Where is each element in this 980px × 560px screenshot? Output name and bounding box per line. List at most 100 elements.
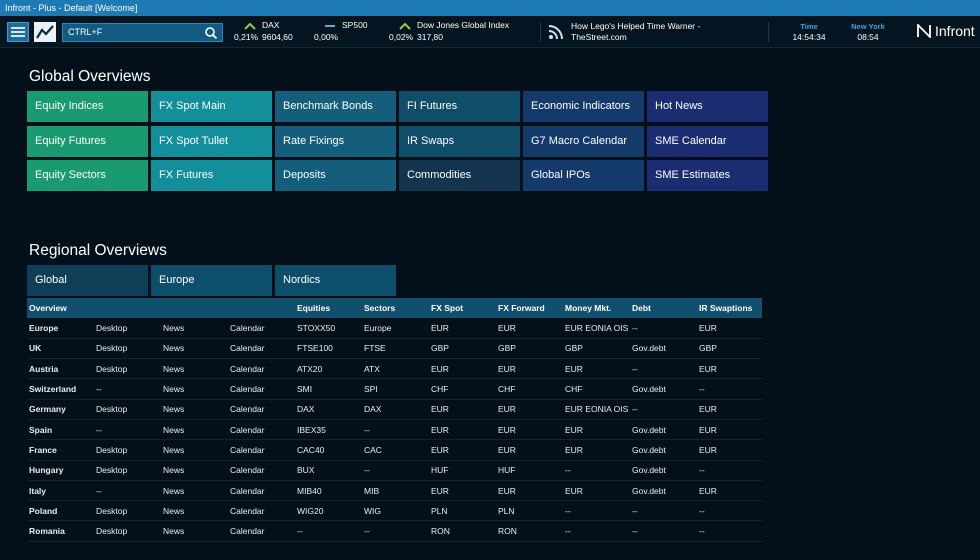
table-cell[interactable]: Desktop [94, 439, 161, 461]
table-cell[interactable]: GBP [697, 338, 762, 360]
table-cell[interactable]: Desktop [94, 318, 161, 339]
chart-button[interactable] [34, 22, 56, 42]
tile-sme-calendar[interactable]: SME Calendar [647, 126, 768, 157]
table-cell[interactable]: Calendar [228, 338, 295, 360]
table-cell[interactable]: ATX [362, 358, 429, 380]
table-cell[interactable]: Calendar [228, 480, 295, 502]
tile-hot-news[interactable]: Hot News [647, 91, 768, 122]
search-icon[interactable] [204, 26, 218, 40]
tile-rate-fixings[interactable]: Rate Fixings [275, 126, 396, 157]
table-cell[interactable]: Calendar [228, 318, 295, 339]
table-cell[interactable]: News [161, 378, 228, 400]
table-cell[interactable]: EUR EONIA OIS [563, 318, 630, 339]
table-cell[interactable]: Calendar [228, 500, 295, 522]
table-cell[interactable]: Gov.debt [630, 439, 697, 461]
table-cell[interactable]: Desktop [94, 338, 161, 360]
table-cell[interactable]: News [161, 318, 228, 339]
table-cell[interactable]: HUF [429, 460, 496, 481]
table-cell[interactable]: FTSE100 [295, 338, 362, 360]
table-cell[interactable]: Calendar [228, 399, 295, 420]
table-cell[interactable]: GBP [496, 338, 563, 360]
table-cell[interactable]: Calendar [228, 460, 295, 481]
table-cell[interactable]: EUR [496, 358, 563, 380]
table-cell[interactable]: STOXX50 [295, 318, 362, 339]
table-cell[interactable]: RON [496, 520, 563, 542]
table-cell[interactable]: CAC40 [295, 439, 362, 461]
table-cell[interactable]: EUR [429, 439, 496, 461]
tile-ir-swaps[interactable]: IR Swaps [399, 126, 520, 157]
table-cell[interactable]: RON [429, 520, 496, 542]
table-cell[interactable]: WIG20 [295, 500, 362, 522]
table-cell[interactable]: EUR [496, 439, 563, 461]
table-cell[interactable]: News [161, 338, 228, 360]
table-cell[interactable]: EUR [697, 439, 762, 461]
tile-region-global[interactable]: Global [27, 265, 148, 296]
table-cell[interactable]: FTSE [362, 338, 429, 360]
table-cell[interactable]: EUR [563, 439, 630, 461]
search-input[interactable]: CTRL+F [62, 23, 223, 42]
table-cell[interactable]: EUR [496, 419, 563, 441]
table-cell[interactable]: CHF [429, 378, 496, 400]
tile-economic-indicators[interactable]: Economic Indicators [523, 91, 644, 122]
tile-fi-futures[interactable]: FI Futures [399, 91, 520, 122]
table-cell[interactable]: Calendar [228, 419, 295, 441]
table-cell[interactable]: EUR [496, 399, 563, 420]
tile-equity-indices[interactable]: Equity Indices [27, 91, 148, 122]
table-cell[interactable]: EUR [563, 358, 630, 380]
table-cell[interactable]: Calendar [228, 439, 295, 461]
tile-fx-spot-tullet[interactable]: FX Spot Tullet [151, 126, 272, 157]
table-cell[interactable]: EUR [697, 480, 762, 502]
table-cell[interactable]: Desktop [94, 520, 161, 542]
tile-region-europe[interactable]: Europe [151, 265, 272, 296]
tile-deposits[interactable]: Deposits [275, 160, 396, 191]
table-cell[interactable]: EUR [563, 480, 630, 502]
table-cell[interactable]: PLN [496, 500, 563, 522]
table-cell[interactable]: SPI [362, 378, 429, 400]
table-cell[interactable]: DAX [362, 399, 429, 420]
table-cell[interactable]: Calendar [228, 520, 295, 542]
table-cell[interactable]: EUR EONIA OIS [563, 399, 630, 420]
table-cell[interactable]: News [161, 419, 228, 441]
table-cell[interactable]: Gov.debt [630, 480, 697, 502]
tile-equity-sectors[interactable]: Equity Sectors [27, 160, 148, 191]
tile-global-ipos[interactable]: Global IPOs [523, 160, 644, 191]
tile-fx-futures[interactable]: FX Futures [151, 160, 272, 191]
tile-benchmark-bonds[interactable]: Benchmark Bonds [275, 91, 396, 122]
table-cell[interactable]: Gov.debt [630, 460, 697, 481]
table-cell[interactable]: Desktop [94, 399, 161, 420]
table-cell[interactable]: Gov.debt [630, 419, 697, 441]
table-cell[interactable]: News [161, 399, 228, 420]
menu-button[interactable] [7, 22, 29, 42]
news-headline[interactable]: How Lego's Helped Time Warner - TheStree… [571, 21, 761, 43]
tile-sme-estimates[interactable]: SME Estimates [647, 160, 768, 191]
table-cell[interactable]: MIB [362, 480, 429, 502]
table-cell[interactable]: IBEX35 [295, 419, 362, 441]
table-cell[interactable]: SMI [295, 378, 362, 400]
table-cell[interactable]: MIB40 [295, 480, 362, 502]
table-cell[interactable]: News [161, 460, 228, 481]
table-cell[interactable]: Calendar [228, 358, 295, 380]
table-cell[interactable]: EUR [563, 419, 630, 441]
table-cell[interactable]: News [161, 358, 228, 380]
tile-commodities[interactable]: Commodities [399, 160, 520, 191]
tile-g7-macro-calendar[interactable]: G7 Macro Calendar [523, 126, 644, 157]
table-cell[interactable]: CAC [362, 439, 429, 461]
table-cell[interactable]: Gov.debt [630, 378, 697, 400]
table-cell[interactable]: Desktop [94, 500, 161, 522]
table-cell[interactable]: News [161, 520, 228, 542]
table-cell[interactable]: EUR [496, 318, 563, 339]
table-cell[interactable]: News [161, 439, 228, 461]
table-cell[interactable]: BUX [295, 460, 362, 481]
table-cell[interactable]: CHF [496, 378, 563, 400]
table-cell[interactable]: Europe [362, 318, 429, 339]
tile-region-nordics[interactable]: Nordics [275, 265, 396, 296]
table-cell[interactable]: EUR [697, 318, 762, 339]
table-cell[interactable]: GBP [429, 338, 496, 360]
tile-fx-spot-main[interactable]: FX Spot Main [151, 91, 272, 122]
table-cell[interactable]: Gov.debt [630, 338, 697, 360]
table-cell[interactable]: News [161, 480, 228, 502]
table-cell[interactable]: GBP [563, 338, 630, 360]
table-cell[interactable]: Desktop [94, 358, 161, 380]
table-cell[interactable]: EUR [429, 399, 496, 420]
table-cell[interactable]: EUR [697, 399, 762, 420]
